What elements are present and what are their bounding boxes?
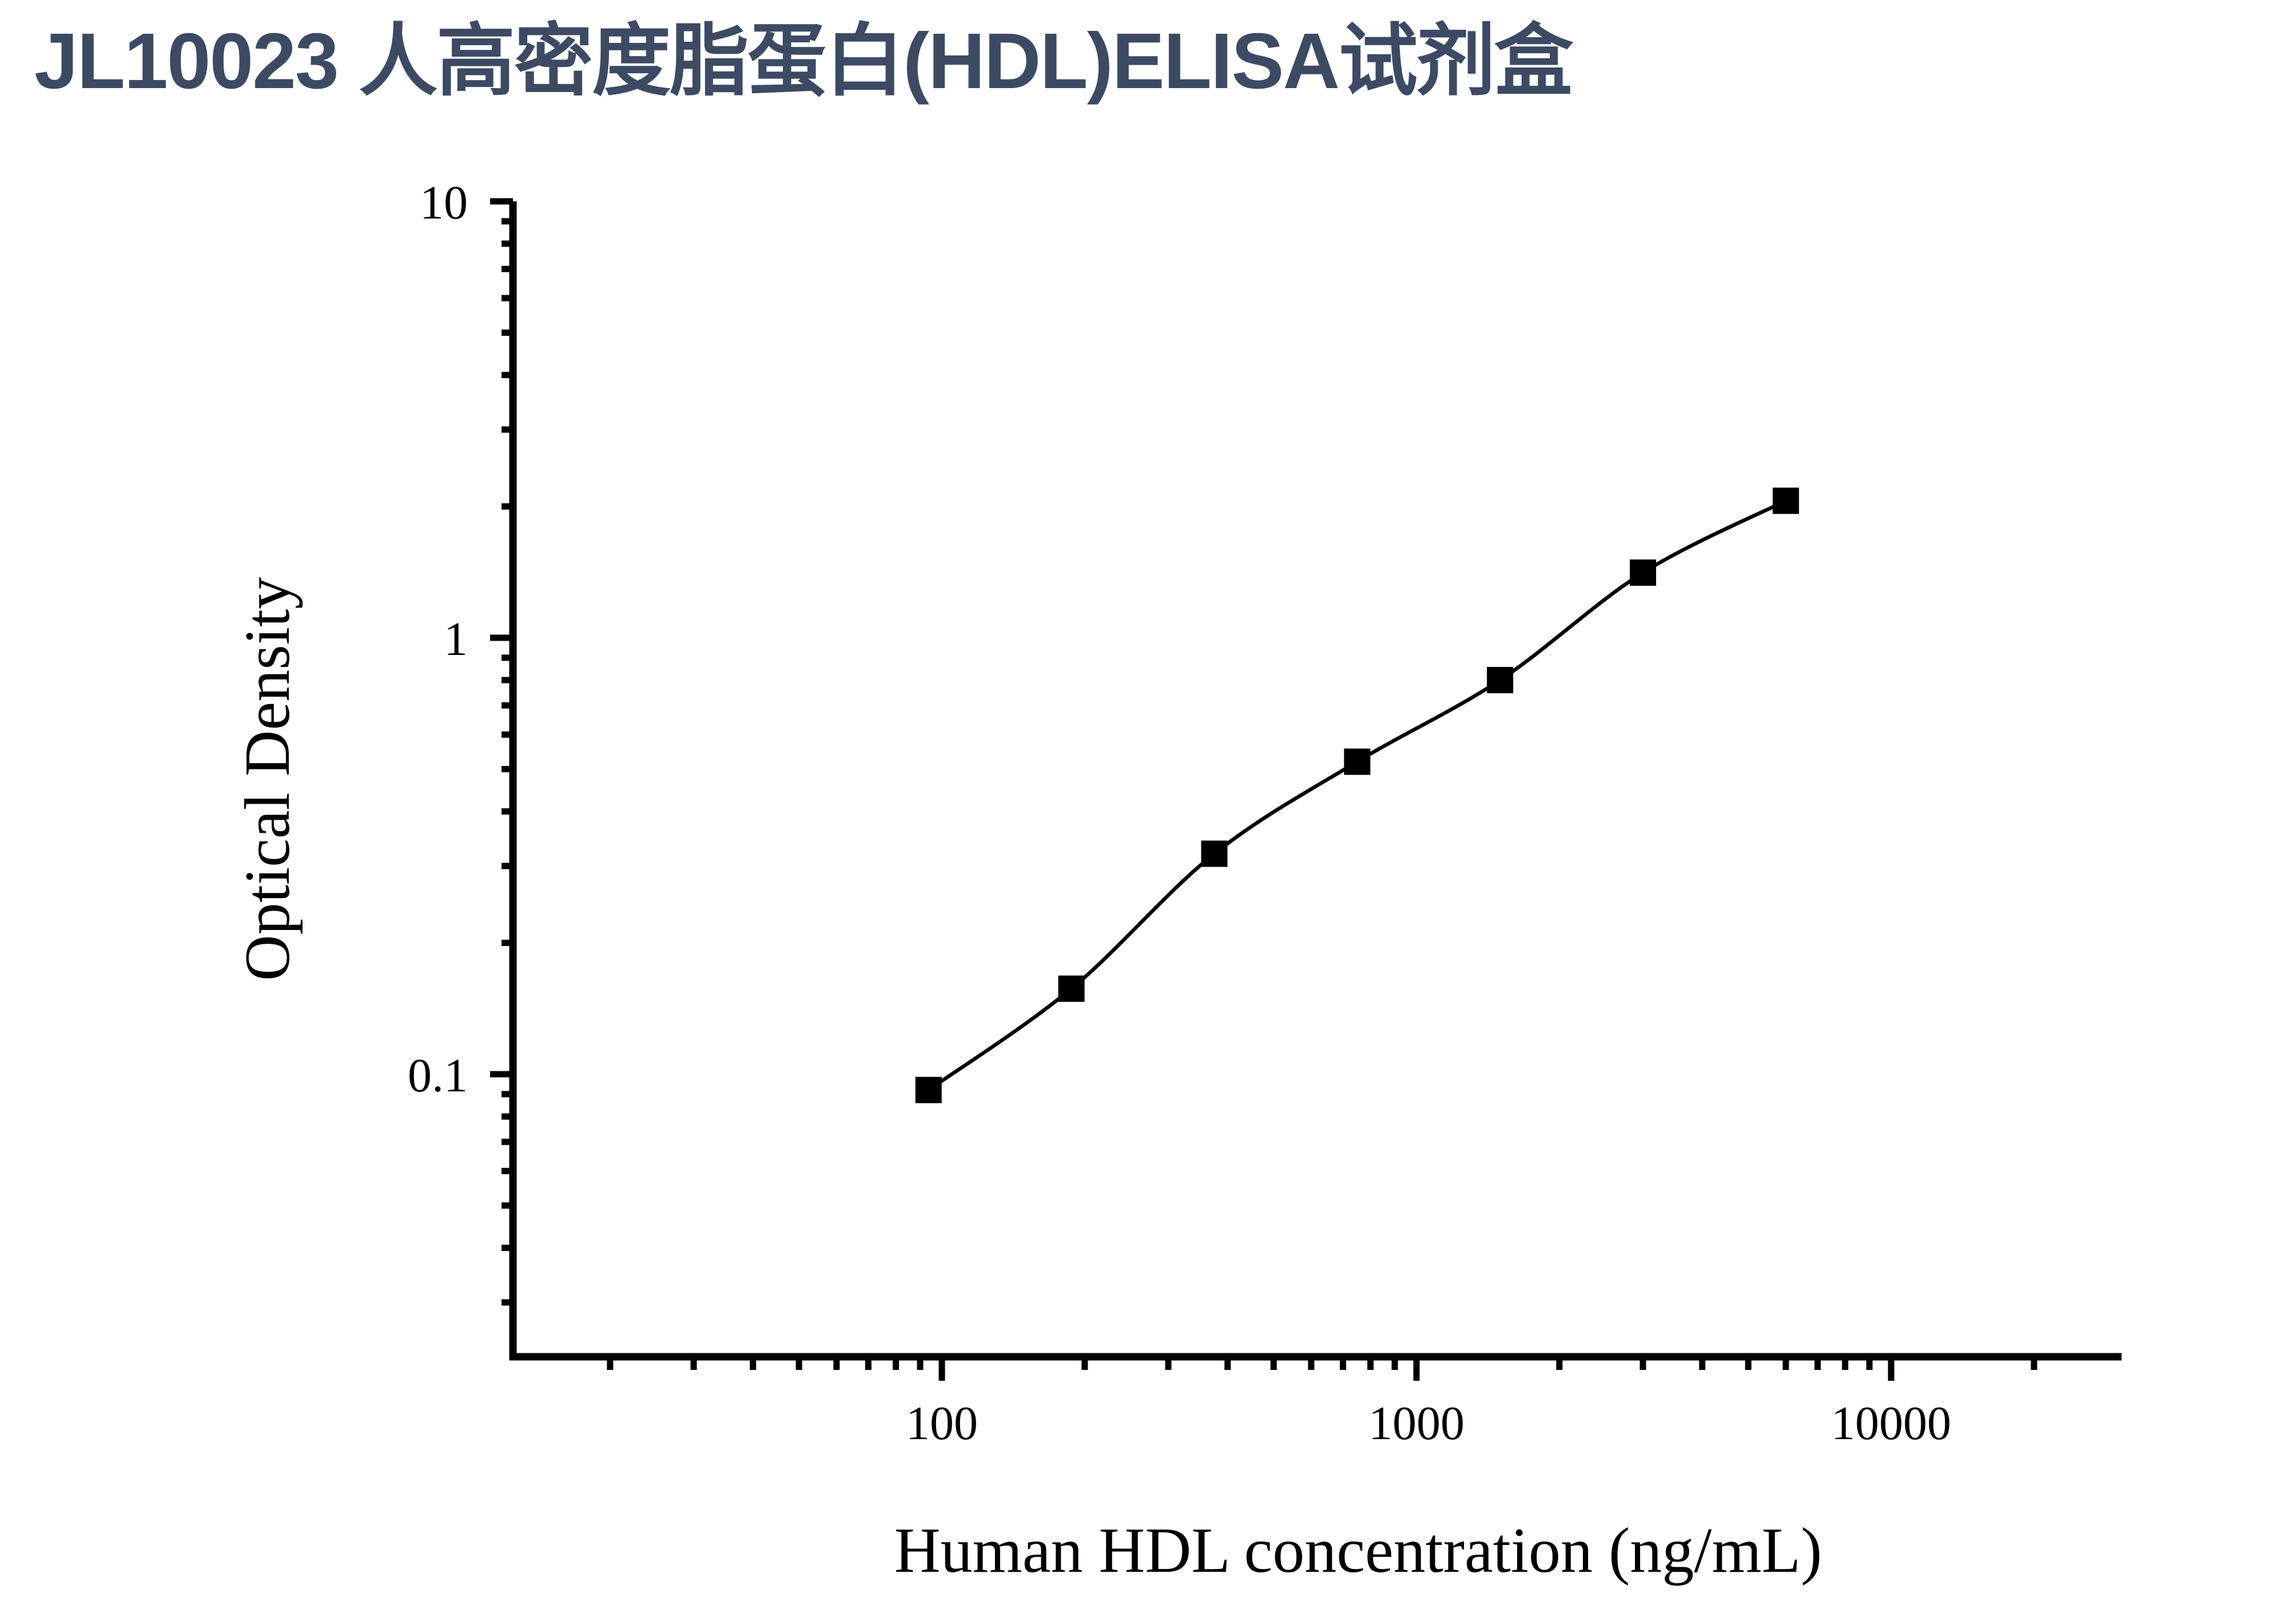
data-point-marker xyxy=(1344,748,1371,775)
page-title: JL10023 人高密度脂蛋白(HDL)ELISA试剂盒 xyxy=(34,17,1573,105)
data-point-marker xyxy=(915,1076,942,1103)
y-tick-label: 10 xyxy=(420,176,468,229)
fit-curve-line xyxy=(927,499,1787,1092)
data-point-marker xyxy=(1058,975,1085,1002)
data-point-marker xyxy=(1487,666,1514,693)
x-tick-label: 10000 xyxy=(1831,1397,1951,1450)
data-point-marker xyxy=(1630,559,1657,586)
data-point-marker xyxy=(1201,840,1228,867)
y-tick-label: 1 xyxy=(444,613,468,666)
plot-axes xyxy=(509,201,2122,1361)
y-tick-label: 0.1 xyxy=(408,1049,468,1102)
x-axis-title: Human HDL concentration (ng/mL) xyxy=(894,1515,1822,1586)
data-point-marker xyxy=(1772,487,1799,514)
x-tick-label: 1000 xyxy=(1368,1397,1465,1450)
y-axis-title: Optical Density xyxy=(232,577,303,981)
x-tick-label: 100 xyxy=(906,1397,978,1450)
